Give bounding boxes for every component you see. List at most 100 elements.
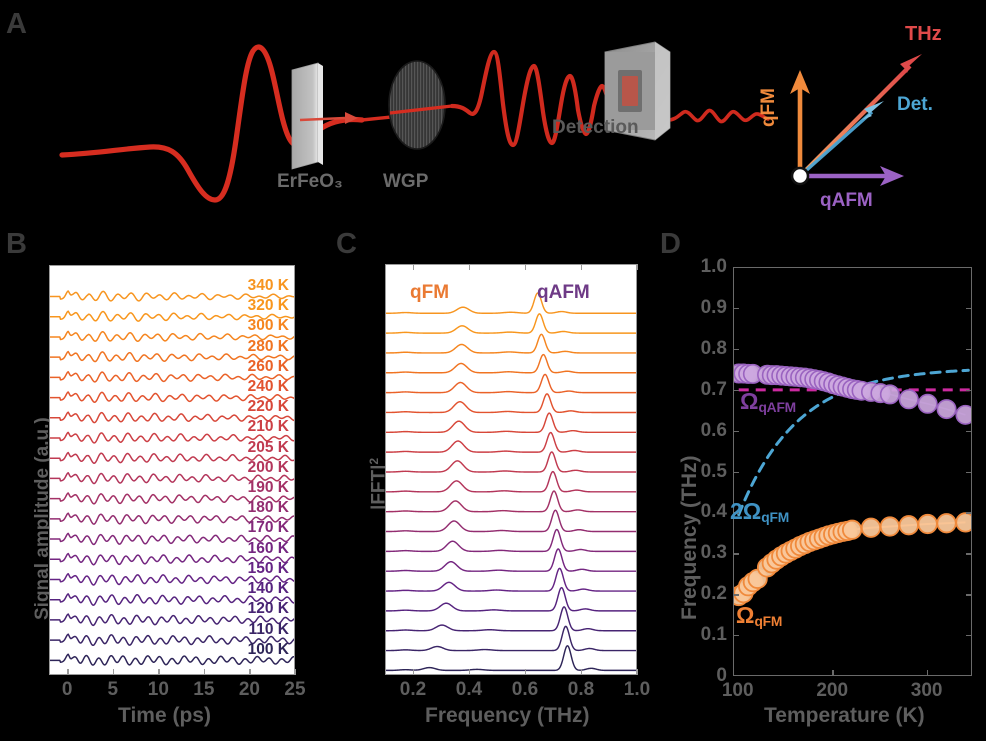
tick-mark — [966, 307, 972, 310]
tick-mark — [413, 264, 415, 270]
panel-b-temp-label: 140 K — [247, 580, 289, 598]
panel-b-xlabel: Time (ps) — [118, 704, 211, 727]
tick-mark — [733, 553, 739, 555]
panel-d-qfm-point — [917, 513, 938, 535]
panel-a-schematic — [59, 41, 922, 203]
panel-b-xtick-label: 20 — [238, 679, 260, 700]
panel-d-qafm-point — [898, 389, 919, 410]
panel-d-qfm-point — [898, 515, 919, 536]
tick-mark — [733, 635, 739, 637]
panel-c-xtick-label: 0.4 — [455, 679, 483, 700]
panel-b-temp-label: 150 K — [247, 559, 289, 577]
tick-mark — [966, 267, 972, 269]
panel-b-temp-label: 300 K — [247, 317, 289, 335]
panel-c-xtick-label: 0.2 — [399, 679, 427, 700]
panel-d-ytick-label: 0 — [716, 665, 727, 686]
panel-d-qafm-point — [955, 404, 971, 425]
sample-slab — [291, 62, 323, 170]
wgp-label: WGP — [383, 171, 429, 192]
panel-d-qfm-point — [936, 513, 957, 534]
panel-d-ytick-label: 0.3 — [700, 542, 727, 564]
tick-mark — [469, 264, 471, 270]
panel-letter-b: B — [6, 228, 27, 260]
panel-d-ytick-label: 1.0 — [700, 256, 727, 277]
panel-b-temp-label: 100 K — [247, 640, 289, 658]
panel-d-ytick-label: 0.8 — [700, 337, 727, 359]
panel-b-temp-label: 205 K — [247, 438, 289, 456]
panel-b-temp-label: 220 K — [247, 398, 289, 416]
panel-d-qafm-point — [917, 393, 938, 414]
tick-mark — [733, 471, 739, 473]
panel-c-xtick-label: 1.0 — [623, 679, 651, 700]
qafm-vector-head — [880, 166, 904, 186]
panel-b-temp-label: 240 K — [247, 377, 289, 395]
qafm-vector-label: qAFM — [820, 190, 873, 211]
tick-mark — [67, 669, 69, 675]
panel-c-xlabel: Frequency (THz) — [425, 704, 590, 727]
tick-mark — [966, 553, 972, 555]
tick-mark — [637, 669, 639, 675]
tick-mark — [966, 430, 972, 432]
panel-d-xtick-label: 300 — [910, 680, 943, 701]
tick-mark — [733, 594, 739, 596]
vector-diagram — [790, 54, 922, 186]
panel-d-xtick-label: 100 — [721, 680, 754, 701]
panel-d-qafm-point — [879, 384, 900, 405]
panel-b-xtick-label: 10 — [147, 679, 169, 700]
tick-mark — [525, 264, 527, 270]
panel-b-xtick-label: 15 — [193, 679, 215, 700]
panel-b-temp-label: 110 K — [248, 620, 289, 638]
tick-mark — [112, 669, 115, 675]
tick-mark — [733, 430, 739, 432]
tick-mark — [966, 348, 972, 351]
omega-symbol-qfm: Ω — [736, 602, 755, 628]
panel-c-qfm-label: qFM — [410, 282, 450, 303]
tick-mark — [413, 669, 415, 675]
panel-c-plot-area[interactable] — [385, 264, 637, 675]
panel-d-ytick-label: 0.4 — [700, 501, 727, 523]
tick-mark — [525, 669, 527, 675]
thz-tail-waveform — [666, 108, 770, 124]
detection-label: Detection — [552, 117, 639, 138]
panel-b-temp-label: 170 K — [247, 519, 289, 537]
det-vector-label: Det. — [897, 94, 933, 115]
beam-arrow — [299, 116, 346, 122]
omega-sub-qafm: qAFM — [758, 400, 796, 416]
det-vector-line — [798, 110, 874, 178]
tick-mark — [733, 307, 739, 310]
panel-d-qafm-point — [936, 399, 957, 420]
panel-letter-c: C — [336, 228, 357, 260]
panel-d-qfm-point — [955, 512, 971, 533]
tick-mark — [249, 669, 251, 675]
panel-d-qfm-point — [860, 517, 882, 538]
thz-vector-head — [898, 54, 922, 76]
tick-mark — [469, 669, 471, 675]
panel-b-plot-area[interactable] — [49, 265, 295, 675]
vector-origin-dot — [790, 166, 810, 186]
panel-b-xtick-label: 25 — [284, 679, 306, 700]
panel-b-temp-label: 280 K — [247, 337, 289, 355]
thz-vector-label: THz — [905, 23, 942, 45]
panel-b-temp-label: 190 K — [247, 479, 289, 497]
panel-d-ytick-label: 0.2 — [700, 583, 727, 605]
tick-mark — [733, 348, 739, 351]
panel-d-xtick-label: 200 — [816, 680, 849, 701]
panel-b-temp-label: 180 K — [247, 499, 289, 517]
qfm-vector-label: qFM — [758, 88, 779, 128]
panel-d-ytick-label: 0.5 — [700, 460, 727, 482]
two-omega-symbol-qfm: 2Ω — [730, 498, 762, 524]
tick-mark — [733, 512, 739, 514]
panel-d-plot-area[interactable] — [733, 267, 972, 676]
tick-mark — [733, 267, 739, 269]
panel-b-temp-label: 200 K — [247, 458, 289, 476]
sample-label: ErFeO₃ — [277, 171, 343, 192]
panel-d-ytick-label: 0.6 — [700, 419, 727, 441]
panel-c-xtick-label: 0.8 — [567, 679, 595, 700]
tick-mark — [203, 669, 206, 675]
panel-b-temp-label: 120 K — [247, 600, 289, 618]
tick-mark — [637, 264, 639, 270]
panel-b-xtick-label: 5 — [107, 679, 119, 700]
panel-d-ytick-label: 0.1 — [700, 624, 727, 646]
panel-c-xtick-label: 0.6 — [511, 679, 539, 700]
